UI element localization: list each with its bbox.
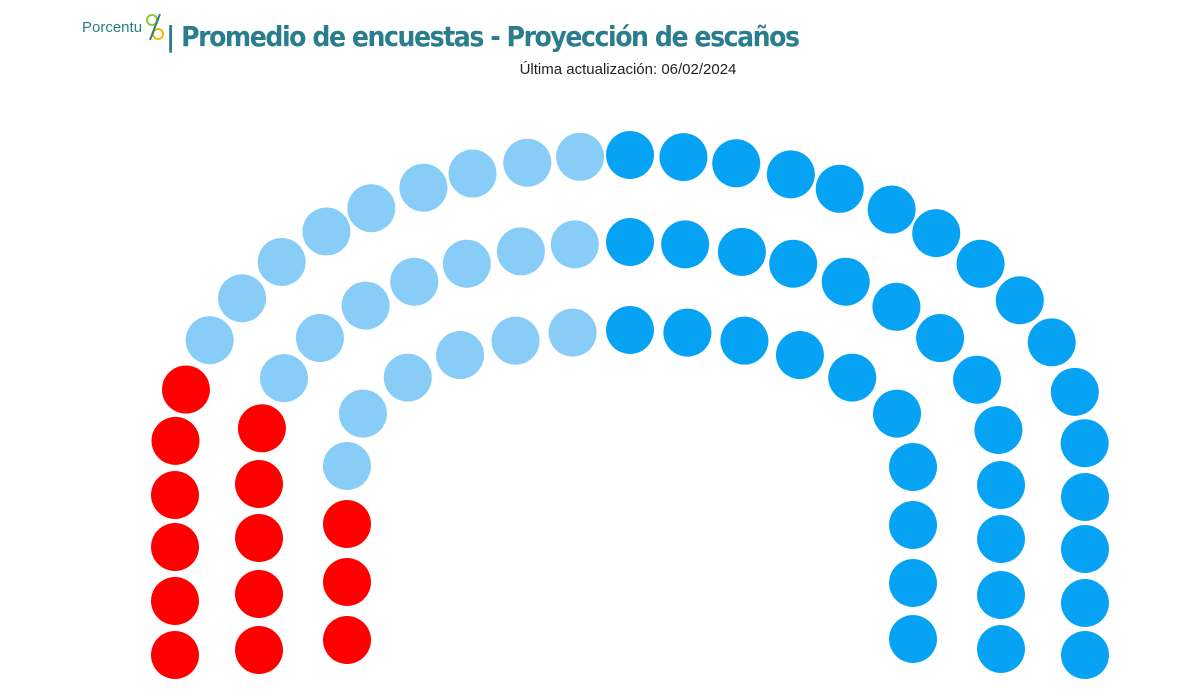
seat — [496, 227, 545, 276]
seat — [974, 405, 1023, 454]
seat — [235, 626, 283, 674]
seat — [259, 354, 308, 403]
seat — [442, 239, 491, 288]
seat — [1050, 367, 1099, 416]
seat — [448, 149, 497, 198]
seat — [161, 365, 210, 414]
seat — [766, 150, 815, 199]
seat — [1061, 579, 1109, 627]
seat — [916, 314, 965, 363]
seat — [661, 220, 710, 269]
seat — [977, 571, 1025, 619]
seat — [302, 207, 351, 256]
seat — [257, 237, 306, 286]
seat — [912, 209, 961, 258]
seat — [323, 442, 371, 490]
seat — [953, 355, 1002, 404]
seat — [295, 314, 344, 363]
seat — [606, 218, 654, 266]
seat — [237, 404, 286, 453]
seat — [977, 625, 1025, 673]
seat — [828, 353, 877, 402]
logo-mark — [146, 13, 164, 41]
seat — [712, 139, 761, 188]
seat — [956, 239, 1005, 288]
seat — [556, 132, 605, 181]
seat — [235, 514, 283, 562]
seat — [977, 515, 1025, 563]
seat — [218, 274, 267, 323]
seat — [889, 559, 937, 607]
seat — [323, 558, 371, 606]
seat — [873, 389, 922, 438]
logo: Porcentu — [82, 19, 142, 36]
seat — [775, 331, 824, 380]
seat — [821, 257, 870, 306]
seat — [323, 616, 371, 664]
seat — [323, 500, 371, 548]
seat — [1027, 318, 1076, 367]
seat — [185, 316, 234, 365]
seat — [720, 316, 769, 365]
seat — [867, 185, 916, 234]
seat — [663, 308, 712, 357]
seat — [977, 461, 1025, 509]
seat — [347, 184, 396, 233]
seat — [548, 308, 597, 357]
seat — [769, 239, 818, 288]
seat — [872, 282, 921, 331]
seat — [151, 577, 199, 625]
seat — [1061, 473, 1109, 521]
seat — [1061, 631, 1109, 679]
seat — [399, 163, 448, 212]
chart-subtitle: Última actualización: 06/02/2024 — [520, 61, 737, 78]
seat — [606, 131, 654, 179]
chart-title: | Promedio de encuestas - Proyección de … — [166, 20, 800, 53]
seat — [151, 416, 200, 465]
seat — [889, 501, 937, 549]
seat — [235, 570, 283, 618]
seat — [659, 133, 708, 182]
seat — [717, 227, 766, 276]
seat — [338, 389, 387, 438]
seat — [889, 443, 937, 491]
seat — [1061, 525, 1109, 573]
seat — [550, 220, 599, 269]
seat — [151, 523, 199, 571]
seat — [606, 306, 654, 354]
seat — [341, 281, 390, 330]
seat — [436, 331, 485, 380]
seat — [815, 164, 864, 213]
seat — [390, 257, 439, 306]
seat — [503, 138, 552, 187]
seat — [151, 631, 199, 679]
seat — [235, 460, 283, 508]
seat — [491, 316, 540, 365]
seat — [383, 353, 432, 402]
seat — [1060, 419, 1109, 468]
seat — [889, 615, 937, 663]
seat — [995, 276, 1044, 325]
seat — [151, 471, 199, 519]
